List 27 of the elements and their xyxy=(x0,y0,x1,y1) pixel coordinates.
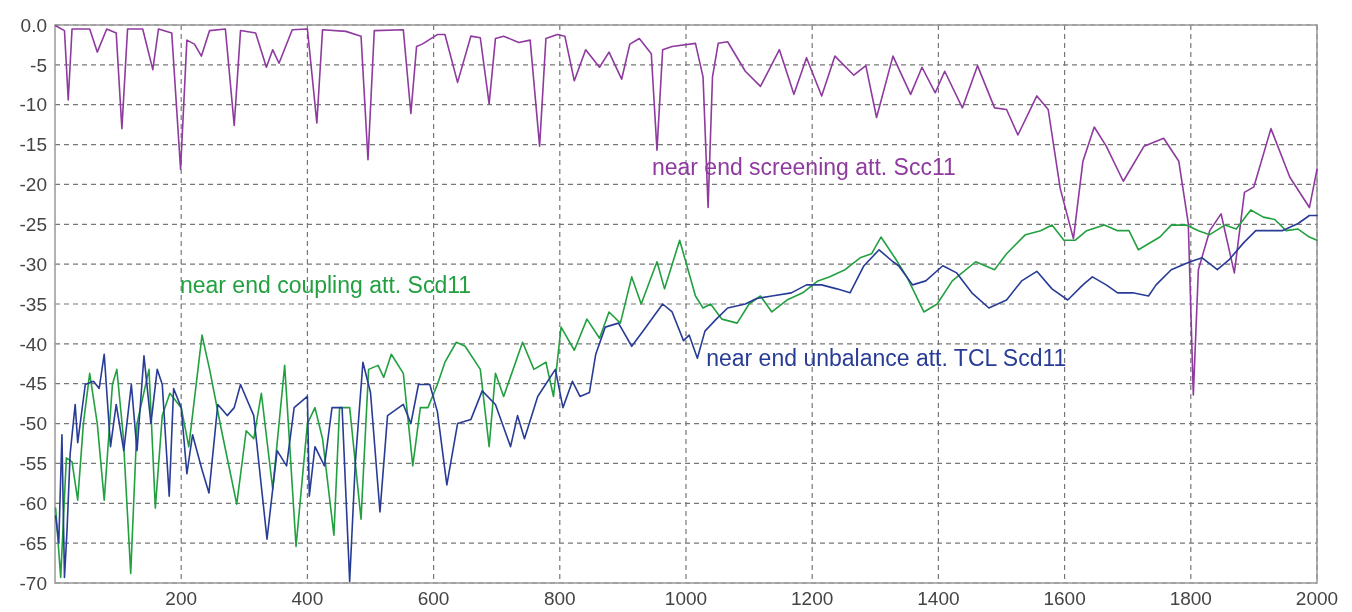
x-tick-label: 400 xyxy=(291,588,324,609)
series-label: near end coupling att. Scd11 xyxy=(179,271,472,298)
x-tick-label: 600 xyxy=(417,588,450,609)
x-tick-label: 200 xyxy=(165,588,198,609)
x-tick-label: 1600 xyxy=(1043,588,1086,609)
x-tick-label: 1000 xyxy=(664,588,708,609)
x-tick-label: 800 xyxy=(543,588,576,609)
x-tick-label: 1400 xyxy=(917,588,960,609)
y-tick-label: -35 xyxy=(19,293,47,315)
y-tick-label: -45 xyxy=(19,373,47,395)
y-tick-label: -25 xyxy=(19,213,47,235)
y-tick-label: -40 xyxy=(19,333,47,355)
y-tick-label: -15 xyxy=(19,134,47,156)
y-tick-label: -20 xyxy=(19,174,47,196)
x-tick-label: 2000 xyxy=(1295,588,1339,609)
y-tick-label: -60 xyxy=(19,492,47,514)
x-tick-label: 1200 xyxy=(791,588,834,609)
y-tick-label: -30 xyxy=(19,253,47,275)
y-tick-label: -10 xyxy=(19,94,47,116)
y-tick-label: -65 xyxy=(19,532,47,554)
x-tick-label: 1800 xyxy=(1169,588,1212,609)
series-label: near end unbalance att. TCL Scd11 xyxy=(706,345,1067,372)
y-tick-label: 0.0 xyxy=(20,14,47,36)
y-tick-label: -55 xyxy=(19,453,47,475)
y-tick-label: -70 xyxy=(19,572,47,594)
y-tick-label: -50 xyxy=(19,413,47,435)
y-tick-label: -5 xyxy=(30,54,47,76)
